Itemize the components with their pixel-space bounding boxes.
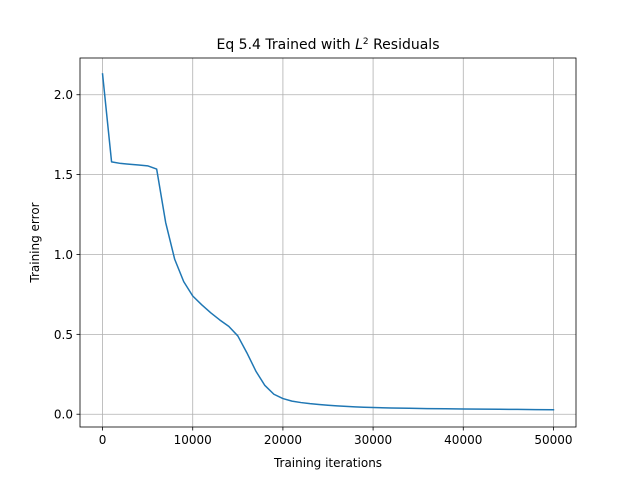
grid	[80, 58, 576, 427]
y-tick-label: 1.0	[54, 248, 73, 262]
x-tick-label: 10000	[174, 433, 212, 447]
y-tick-label: 0.5	[54, 328, 73, 342]
x-tick-label: 20000	[264, 433, 302, 447]
y-tick-label: 2.0	[54, 88, 73, 102]
x-tick-label: 30000	[354, 433, 392, 447]
x-tick-label: 40000	[444, 433, 482, 447]
x-tick-label: 50000	[534, 433, 572, 447]
y-tick-label: 1.5	[54, 168, 73, 182]
axis-ticks: 0 10000 20000 30000 40000 50000 0.0 0.5 1.0 1.5 2.…	[54, 88, 573, 447]
x-tick-label: 0	[99, 433, 107, 447]
y-tick-label: 0.0	[54, 408, 73, 422]
chart-title: Eq 5.4 Trained with L2 Residuals	[216, 37, 439, 53]
plot-frame	[79, 57, 577, 428]
x-axis-label: Training iterations	[273, 456, 382, 470]
training-error-line	[101, 73, 555, 411]
y-axis-label: Training error	[28, 202, 42, 283]
